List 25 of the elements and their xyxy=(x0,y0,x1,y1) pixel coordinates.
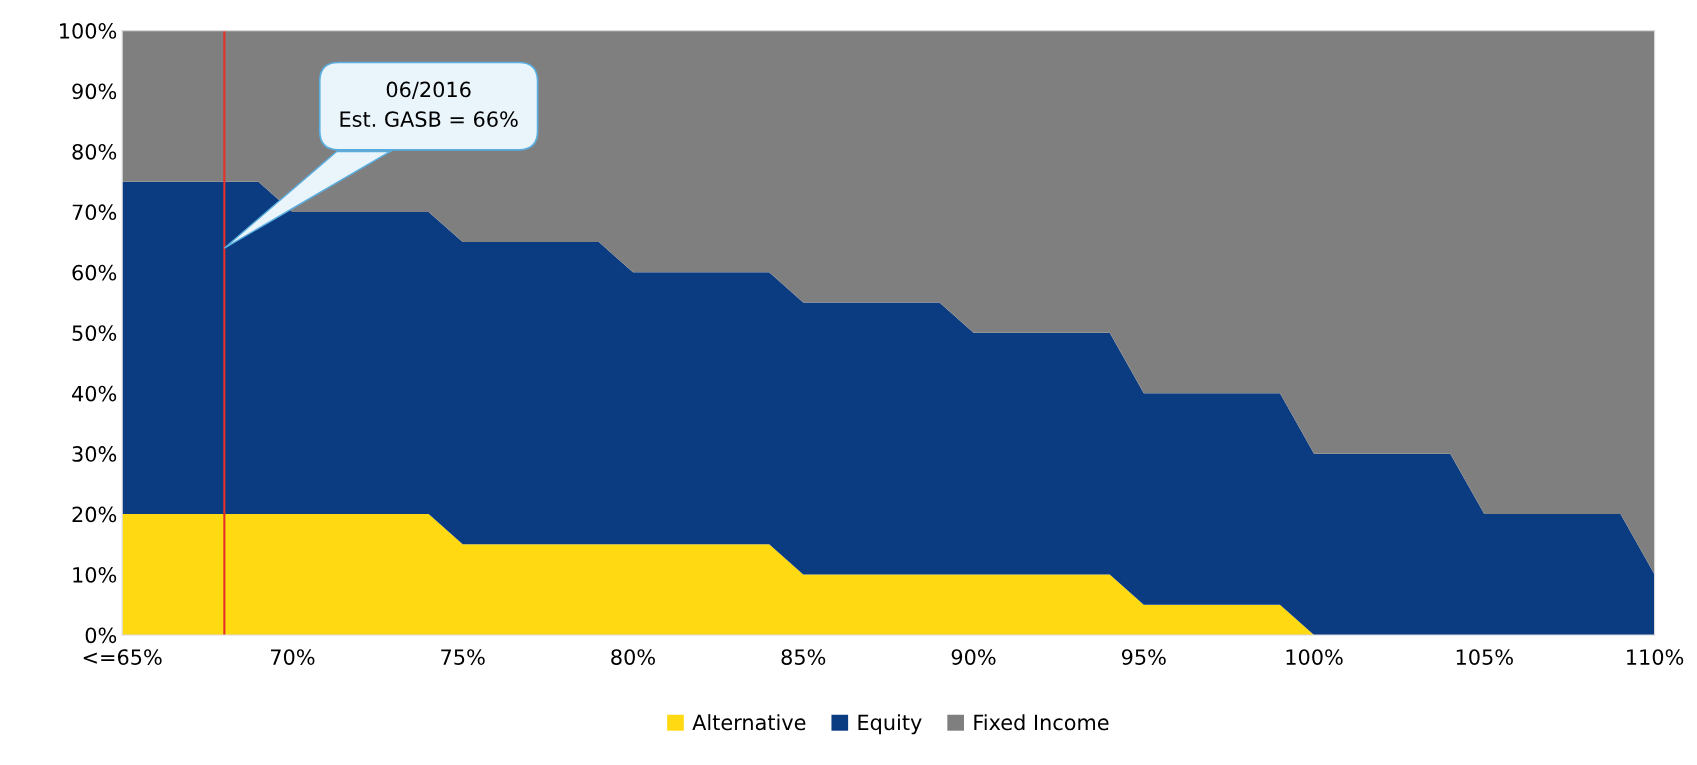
x-tick-label: 70% xyxy=(271,649,315,665)
y-tick-label: 40% xyxy=(72,385,117,402)
y-tick-label: 100% xyxy=(60,23,117,39)
x-tick-label: 105% xyxy=(1456,649,1513,665)
y-tick-label: 0% xyxy=(85,627,117,644)
annotation: 06/2016 Est. GASB = 66% xyxy=(340,81,518,128)
legend-label: Equity xyxy=(858,714,922,735)
y-tick-label: 30% xyxy=(72,446,117,462)
y-tick-label: 90% xyxy=(72,83,117,100)
y-tick-label: 80% xyxy=(72,143,117,160)
x-tick-label: 90% xyxy=(951,649,996,665)
y-tick-label: 70% xyxy=(72,204,117,221)
y-tick-label: 20% xyxy=(72,506,117,523)
x-tick-label: 100% xyxy=(1286,649,1343,665)
x-tick-label: 85% xyxy=(781,649,826,665)
x-tick-label: <=65% xyxy=(83,649,162,665)
y-tick-label: 60% xyxy=(72,264,117,281)
legend-label: Fixed Income xyxy=(974,714,1109,731)
x-tick-label: 95% xyxy=(1121,649,1166,665)
y-tick-label: 50% xyxy=(72,325,117,341)
x-tick-label: 75% xyxy=(441,649,485,665)
x-tick-label: 110% xyxy=(1627,649,1684,665)
x-tick-label: 80% xyxy=(611,649,655,665)
legend-label: Alternative xyxy=(692,714,806,731)
y-tick-label: 10% xyxy=(73,566,117,583)
